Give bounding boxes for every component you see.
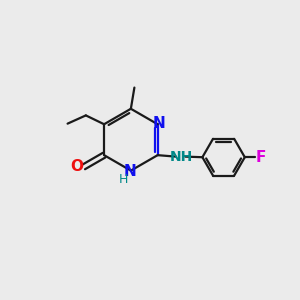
Text: NH: NH — [170, 150, 194, 164]
Text: N: N — [152, 116, 165, 130]
Text: O: O — [71, 159, 84, 174]
Text: H: H — [118, 173, 128, 186]
Text: F: F — [256, 150, 266, 165]
Text: N: N — [124, 164, 136, 179]
